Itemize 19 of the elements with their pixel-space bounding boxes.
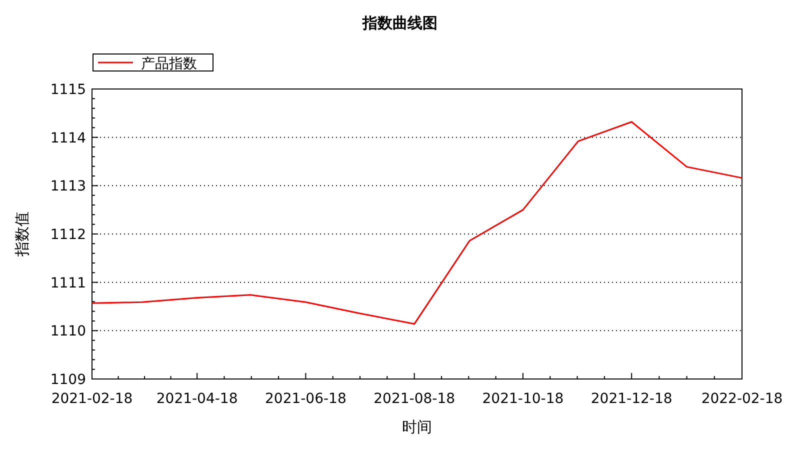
y-tick-label: 1114: [50, 130, 86, 146]
chart-title: 指数曲线图: [362, 14, 438, 32]
x-axis-title: 时间: [402, 418, 432, 436]
x-tick-label: 2021-12-18: [590, 391, 672, 407]
y-tick-label: 1109: [50, 372, 86, 388]
x-tick-label: 2021-10-18: [482, 391, 564, 407]
legend-label: 产品指数: [141, 56, 197, 72]
y-tick-label: 1112: [50, 227, 86, 243]
y-tick-label: 1115: [50, 82, 86, 98]
x-tick-label: 2021-04-18: [156, 391, 238, 407]
x-tick-label: 2021-06-18: [265, 391, 346, 407]
y-tick-label: 1110: [50, 324, 86, 340]
line-series: [91, 121, 743, 325]
y-axis-title: 指数值: [13, 212, 31, 258]
x-tick-label: 2022-02-18: [701, 391, 783, 407]
x-tick-label: 2021-08-18: [374, 391, 456, 407]
x-tick-label: 2021-02-18: [51, 391, 133, 407]
y-tick-label: 1111: [50, 275, 86, 292]
y-tick-label: 1113: [50, 178, 86, 195]
